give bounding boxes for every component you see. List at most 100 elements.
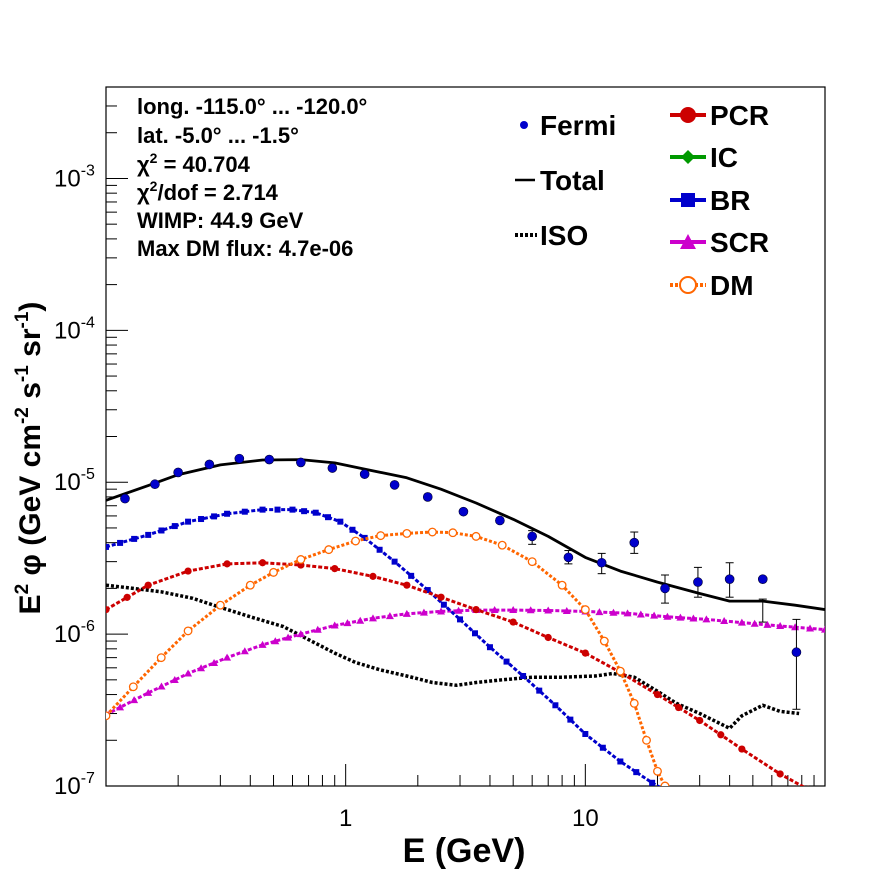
fermi-data-point	[563, 552, 574, 563]
scr-marker	[170, 676, 179, 684]
fermi-data-point	[757, 574, 768, 584]
br-marker	[617, 758, 624, 765]
br-marker	[633, 769, 640, 776]
scr-marker	[284, 633, 293, 641]
y-tick-label-exponent: -6	[81, 618, 95, 635]
y-axis-title-phi-gev-cm: φ (GeV cm	[14, 424, 47, 584]
dm-marker	[615, 666, 625, 676]
br-marker	[301, 508, 308, 515]
y-tick-label-exponent: -4	[81, 314, 95, 331]
scr-marker	[402, 609, 411, 617]
info-chi2-symbol: χ	[137, 152, 150, 177]
dm-marker	[269, 567, 278, 577]
dm-marker	[557, 580, 567, 590]
fermi-data-point	[660, 583, 670, 594]
scr-marker	[776, 622, 785, 630]
br-marker	[457, 616, 464, 623]
br-marker	[274, 506, 281, 513]
br-marker	[106, 543, 109, 550]
scr-marker	[223, 653, 232, 661]
scr-marker	[184, 669, 193, 677]
fermi-data-point	[327, 463, 338, 473]
dm-marker	[527, 557, 537, 567]
pcr-marker	[369, 572, 377, 580]
y-axis-title-sup-2: 2	[12, 584, 33, 595]
y-axis-title-s: s	[14, 382, 47, 407]
info-chi2: χ2 = 40.704	[137, 150, 251, 177]
pcr-marker	[331, 564, 339, 573]
y-axis-title-close: )	[14, 302, 47, 312]
y-axis-title-sr: sr	[14, 328, 47, 365]
legend-scr-marker-icon	[680, 234, 696, 249]
y-axis-title-sup-sr: -1	[12, 311, 33, 328]
scr-marker	[562, 606, 571, 614]
scr-marker	[763, 620, 772, 628]
br-marker	[424, 587, 431, 594]
scr-marker	[437, 607, 446, 615]
scr-marker	[330, 621, 339, 629]
y-tick-label-exponent: -7	[81, 770, 95, 787]
scr-marker	[526, 606, 535, 614]
scr-marker	[821, 625, 825, 633]
y-tick-label: 10-3	[54, 162, 95, 192]
fermi-data-point	[527, 531, 537, 542]
scr-marker	[806, 624, 815, 632]
br-marker	[171, 523, 178, 530]
info-chi2dof-exponent: 2	[150, 178, 158, 194]
dm-marker	[629, 698, 639, 708]
br-marker	[211, 513, 218, 520]
br-marker	[599, 744, 606, 751]
fermi-data-point	[389, 480, 400, 490]
br-marker	[198, 516, 205, 523]
br-marker	[337, 518, 344, 525]
br-marker	[486, 644, 493, 651]
scr-marker	[609, 608, 618, 616]
legend-dm-label: DM	[710, 270, 754, 301]
scr-marker	[296, 630, 305, 638]
y-axis-title-e: E	[14, 594, 47, 614]
fermi-data-point	[204, 459, 215, 470]
pcr-marker	[184, 567, 192, 575]
info-wimp-mass: WIMP: 44.9 GeV	[137, 208, 304, 233]
dm-marker	[376, 531, 386, 541]
fermi-data-point	[596, 557, 607, 568]
dm-marker	[106, 711, 111, 721]
dm-marker	[660, 781, 670, 786]
pcr-marker	[581, 649, 589, 657]
scr-marker	[313, 625, 322, 633]
y-tick-label-base: 10	[54, 317, 81, 344]
y-tick-label-base: 10	[54, 773, 81, 800]
fermi-data-point	[234, 453, 245, 464]
y-tick-label: 10-5	[54, 466, 95, 496]
fermi-data-point	[264, 454, 275, 465]
x-tick-label: 1	[339, 805, 352, 832]
x-tick-label: 10	[572, 805, 599, 832]
y-tick-label-exponent: -3	[81, 162, 95, 179]
legend-dm-marker-icon	[679, 276, 697, 294]
pcr-marker	[123, 593, 131, 601]
dm-marker	[402, 528, 412, 538]
pcr-marker	[806, 785, 810, 786]
fermi-data-point	[296, 457, 306, 468]
scr-marker	[419, 608, 428, 616]
x-axis-title: E (GeV)	[403, 832, 526, 870]
info-text-block: long. -115.0° ... -120.0° lat. -5.0° ...…	[137, 94, 367, 261]
dm-marker	[215, 600, 225, 610]
br-marker	[259, 506, 266, 513]
dm-marker	[580, 605, 590, 615]
br-marker	[361, 534, 368, 541]
scr-marker	[720, 617, 729, 625]
scr-marker	[702, 615, 711, 623]
scr-marker	[385, 612, 394, 620]
dm-marker	[183, 626, 193, 636]
br-marker	[567, 716, 574, 723]
legend-ic-label: IC	[710, 142, 738, 173]
pcr-marker	[776, 770, 784, 778]
info-longitude: long. -115.0° ... -120.0°	[137, 94, 367, 119]
br-marker	[117, 539, 124, 546]
pcr-marker	[674, 703, 683, 712]
scr-marker	[356, 616, 365, 624]
legend-br-label: BR	[710, 185, 750, 216]
